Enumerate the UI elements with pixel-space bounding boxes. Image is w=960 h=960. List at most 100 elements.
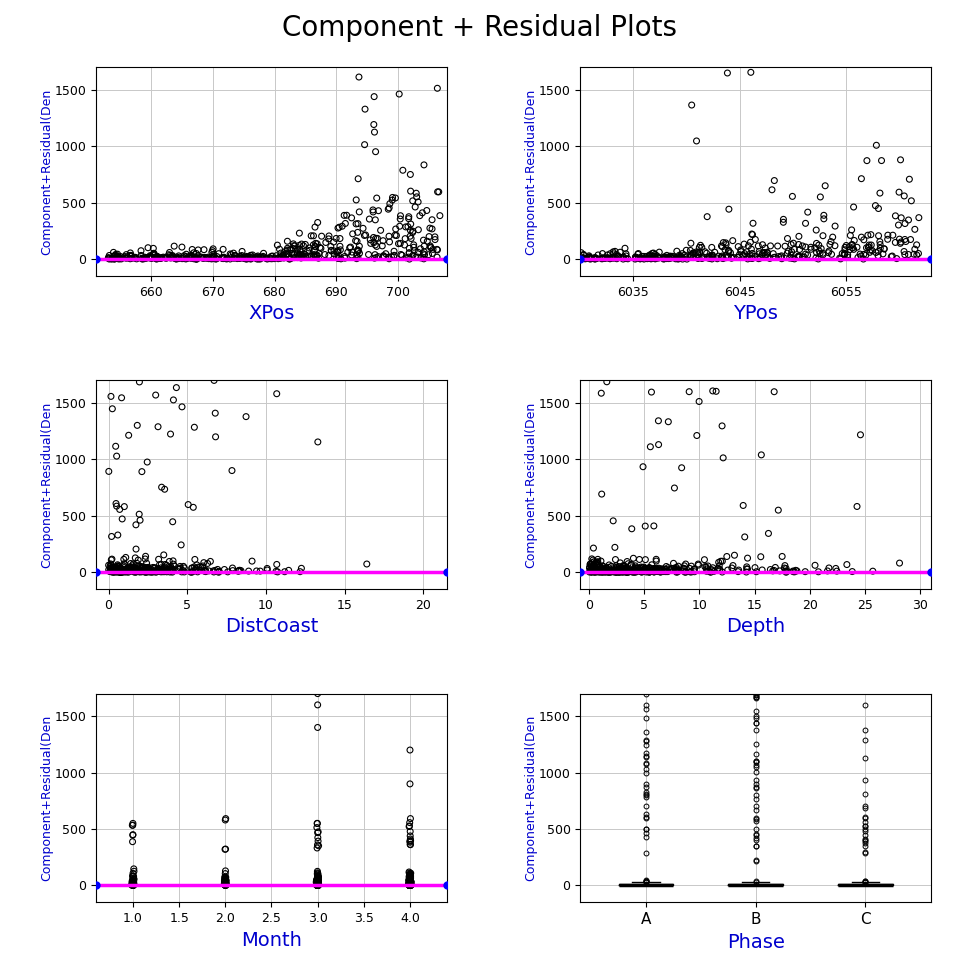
Point [217, 876, 232, 892]
Point [312, 240, 327, 255]
Point [309, 876, 324, 892]
Point [160, 563, 176, 578]
Point [220, 251, 235, 266]
Point [310, 871, 325, 886]
Point [234, 251, 250, 266]
Point [111, 252, 127, 267]
Point [594, 564, 610, 580]
Point [108, 439, 124, 454]
Point [718, 235, 733, 251]
Point [839, 238, 854, 253]
Point [584, 551, 599, 566]
Point [104, 564, 119, 579]
Point [627, 564, 642, 580]
Point [402, 877, 418, 893]
Point [402, 877, 418, 893]
Point [636, 562, 652, 577]
Point [311, 877, 326, 893]
Point [619, 564, 635, 579]
Point [126, 876, 141, 891]
Point [185, 564, 201, 580]
Point [705, 249, 720, 264]
Point [186, 252, 202, 267]
Point [811, 237, 827, 252]
Point [637, 563, 653, 578]
Point [162, 248, 178, 263]
Point [588, 250, 603, 265]
Point [156, 547, 172, 563]
Point [126, 875, 141, 890]
Point [189, 250, 204, 265]
Point [626, 564, 641, 580]
Point [129, 564, 144, 579]
Point [657, 562, 672, 577]
Point [635, 564, 650, 580]
Point [606, 564, 621, 580]
Point [652, 562, 667, 577]
Point [287, 238, 302, 253]
Point [402, 872, 418, 887]
Point [671, 559, 686, 574]
Point [310, 876, 325, 892]
Point [892, 231, 907, 247]
Point [842, 239, 857, 254]
Point [183, 248, 199, 263]
Point [591, 564, 607, 580]
Point [311, 877, 326, 893]
Point [310, 876, 325, 892]
Point [125, 877, 140, 893]
Point [157, 250, 173, 265]
Point [636, 563, 652, 578]
Point [310, 876, 325, 891]
Point [403, 868, 419, 883]
Point [105, 560, 120, 575]
Point [151, 564, 166, 579]
Point [661, 251, 677, 266]
Point [403, 876, 419, 891]
Point [807, 558, 823, 573]
Point [196, 251, 211, 266]
Point [624, 521, 639, 537]
Point [243, 250, 258, 265]
Point [403, 877, 419, 893]
Point [330, 243, 346, 258]
Point [280, 247, 296, 262]
Point [608, 563, 623, 578]
Point [901, 172, 917, 187]
Point [108, 563, 123, 578]
Point [852, 427, 868, 443]
Point [294, 236, 309, 252]
Point [397, 231, 413, 247]
Point [693, 238, 708, 253]
Point [309, 876, 324, 892]
Point [123, 564, 138, 579]
Point [402, 875, 418, 890]
Point [393, 236, 408, 252]
Point [143, 250, 158, 265]
Point [310, 877, 325, 893]
Point [582, 561, 597, 576]
Point [155, 563, 170, 578]
Point [747, 560, 762, 575]
Point [292, 226, 307, 241]
Point [309, 877, 324, 893]
Point [309, 877, 324, 893]
Point [615, 564, 631, 579]
Point [619, 564, 635, 579]
Point [641, 564, 657, 579]
Point [190, 242, 205, 257]
Point [413, 241, 428, 256]
Point [402, 877, 418, 893]
Point [117, 564, 132, 579]
Point [402, 876, 418, 892]
Point [403, 871, 419, 886]
Point [179, 249, 194, 264]
Point [307, 239, 323, 254]
Point [668, 563, 684, 578]
Point [134, 561, 150, 576]
Point [402, 873, 418, 888]
Point [721, 249, 736, 264]
Point [402, 877, 418, 893]
Point [125, 875, 140, 890]
Point [402, 877, 418, 893]
